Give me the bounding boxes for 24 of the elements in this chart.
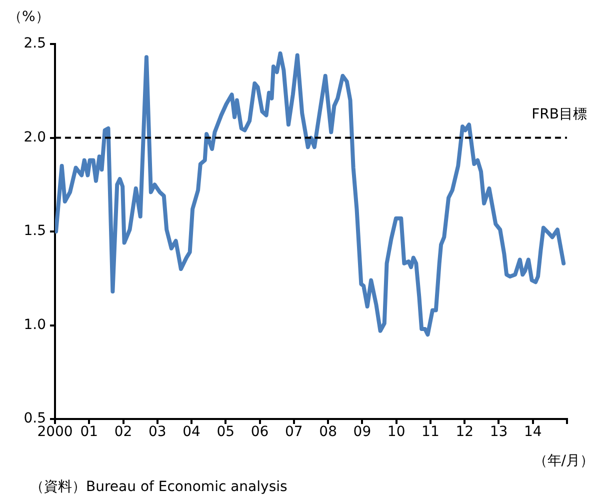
y-tick-label: 2.5 <box>24 36 46 52</box>
x-tick-label: 05 <box>216 424 235 440</box>
y-tick-label: 2.0 <box>24 129 46 146</box>
x-tick-label: 04 <box>182 424 201 440</box>
x-tick-label: 12 <box>456 424 474 440</box>
x-tick-label: 2000 <box>37 424 73 440</box>
ref-line-label: FRB目標 <box>532 106 587 122</box>
x-tick-label: 10 <box>387 424 406 440</box>
x-tick-label: 06 <box>250 424 269 440</box>
text: （資料）Bureau of Economic analysis <box>30 478 288 496</box>
x-tick-label: 08 <box>319 424 337 440</box>
y-axis-title: （%） <box>8 8 50 26</box>
x-tick-label: 01 <box>80 424 98 440</box>
x-tick-label: 02 <box>114 424 132 440</box>
x-tick-label: 11 <box>422 424 440 440</box>
x-tick-label: 07 <box>285 424 303 440</box>
x-tick-label: 03 <box>148 424 166 440</box>
y-tick-label: 1.0 <box>24 316 46 333</box>
y-tick-label: 0.5 <box>24 410 46 427</box>
x-tick-label: 09 <box>353 424 372 440</box>
y-tick-label: 1.5 <box>24 223 46 240</box>
x-tick-label: 13 <box>490 424 508 440</box>
x-axis-title: （年/月） <box>533 452 594 470</box>
x-tick-label: 14 <box>524 424 542 440</box>
